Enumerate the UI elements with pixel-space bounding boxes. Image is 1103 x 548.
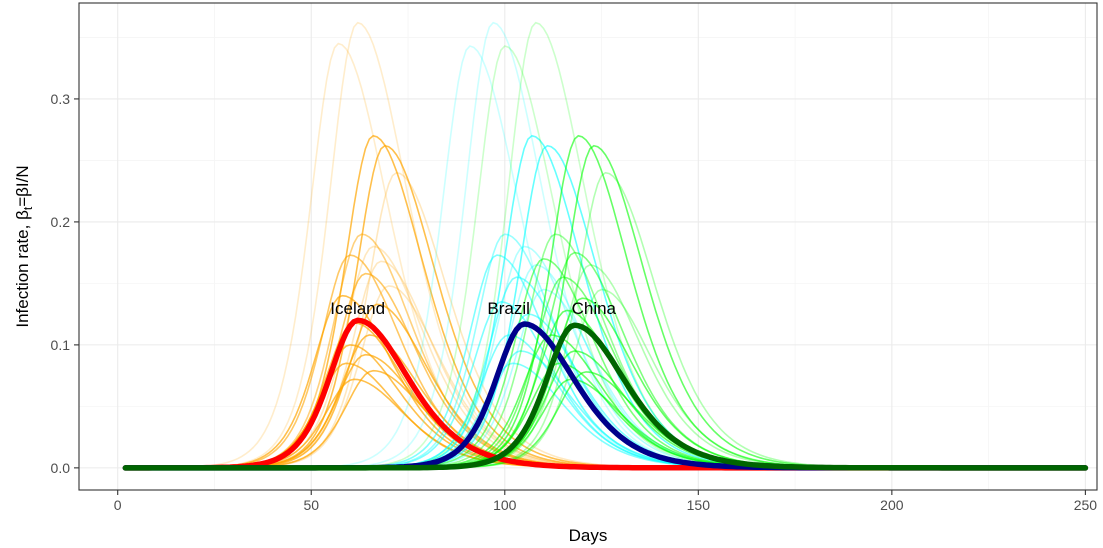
country-series <box>122 317 1089 471</box>
panel-border <box>78 2 1098 491</box>
y-tick-label: 0.1 <box>51 337 71 353</box>
y-axis-title: Infection rate, βt=βI/N <box>13 165 35 327</box>
x-axis-title: Days <box>569 526 608 545</box>
y-tick-label: 0.3 <box>51 91 71 107</box>
brazil-label: Brazil <box>487 299 530 318</box>
y-axis-title-subscript: t <box>21 206 35 210</box>
china-series-line <box>122 322 1089 471</box>
x-tick-label: 50 <box>303 497 319 513</box>
y-tick-label: 0.0 <box>51 460 71 476</box>
x-tick-label: 0 <box>114 497 122 513</box>
china-label: China <box>572 299 617 318</box>
plot-background <box>79 3 1097 490</box>
x-tick-label: 100 <box>493 497 517 513</box>
x-tick-label: 250 <box>1074 497 1098 513</box>
x-tick-label: 150 <box>687 497 711 513</box>
y-axis: 0.0 0.1 0.2 0.3 <box>51 91 79 476</box>
y-tick-label: 0.2 <box>51 214 71 230</box>
x-tick-label: 200 <box>880 497 904 513</box>
y-axis-title-suffix: =βI/N <box>13 165 32 206</box>
y-axis-title-prefix: Infection rate, β <box>13 210 32 328</box>
country-annotations: Iceland Brazil China <box>330 299 616 318</box>
x-axis: 0 50 100 150 200 250 <box>114 490 1097 513</box>
iceland-label: Iceland <box>330 299 385 318</box>
